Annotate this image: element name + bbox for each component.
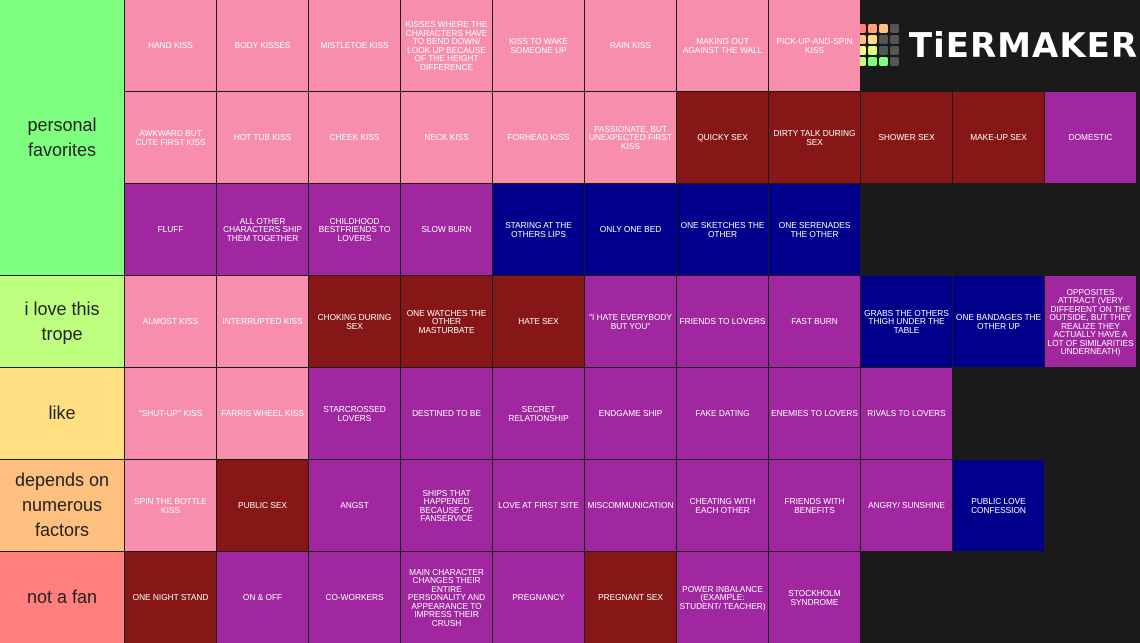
tier-item[interactable]: SHIPS THAT HAPPENED BECAUSE OF FANSERVIC… [401, 460, 492, 551]
tier-item[interactable]: DIRTY TALK DURING SEX [769, 92, 860, 183]
tier-item[interactable]: ONLY ONE BED [585, 184, 676, 275]
logo: TiERMAKER [855, 0, 1140, 91]
tier-item[interactable]: BODY KISSES [217, 0, 308, 91]
tier-item[interactable]: INTERRUPTED KISS [217, 276, 308, 367]
tier-item[interactable]: CHEATING WITH EACH OTHER [677, 460, 768, 551]
logo-icon [856, 23, 899, 66]
tier-item[interactable]: FAKE DATING [677, 368, 768, 459]
tier-item[interactable]: CHILDHOOD BESTFRIENDS TO LOVERS [309, 184, 400, 275]
tier-item[interactable]: ENEMIES TO LOVERS [769, 368, 860, 459]
tier-item[interactable]: ALL OTHER CHARACTERS SHIP THEM TOGETHER [217, 184, 308, 275]
tier-item[interactable]: SLOW BURN [401, 184, 492, 275]
tier-label: personal favorites [0, 0, 124, 275]
tier-item[interactable]: MAIN CHARACTER CHANGES THEIR ENTIRE PERS… [401, 552, 492, 643]
tier-item[interactable]: MISTLETOE KISS [309, 0, 400, 91]
tier-item[interactable]: KISS TO WAKE SOMEONE UP [493, 0, 584, 91]
tier-item[interactable]: RAIN KISS [585, 0, 676, 91]
tier-item[interactable]: ON & OFF [217, 552, 308, 643]
tier-item[interactable]: ONE BANDAGES THE OTHER UP [953, 276, 1044, 367]
tier-item[interactable]: MISCOMMUNICATION [585, 460, 676, 551]
tier-item[interactable]: FRIENDS TO LOVERS [677, 276, 768, 367]
tier-label: depends on numerous factors [0, 460, 124, 551]
tier-label: i love this trope [0, 276, 124, 367]
tier-item[interactable]: CHOKING DURING SEX [309, 276, 400, 367]
tier-item[interactable]: ANGST [309, 460, 400, 551]
tier-item[interactable]: PREGNANT SEX [585, 552, 676, 643]
tier-item[interactable]: MAKING OUT AGAINST THE WALL [677, 0, 768, 91]
tier-item[interactable]: HOT TUB KISS [217, 92, 308, 183]
tier-item[interactable]: PICK-UP-AND-SPIN KISS [769, 0, 860, 91]
tier-item[interactable]: CO-WORKERS [309, 552, 400, 643]
tier-item[interactable]: AWKWARD BUT CUTE FIRST KISS [125, 92, 216, 183]
tier-item[interactable]: KISSES WHERE THE CHARACTERS HAVE TO BEND… [401, 0, 492, 91]
tier-item[interactable]: PREGNANCY [493, 552, 584, 643]
tier-item[interactable]: "I HATE EVERYBODY BUT YOU" [585, 276, 676, 367]
tier-item[interactable]: QUICKY SEX [677, 92, 768, 183]
tier-item[interactable]: LOVE AT FIRST SITE [493, 460, 584, 551]
tier-item[interactable]: ONE SERENADES THE OTHER [769, 184, 860, 275]
tier-item[interactable]: ANGRY/ SUNSHINE [861, 460, 952, 551]
tier-item[interactable]: PASSIONATE, BUT UNEXPECTED FIRST KISS [585, 92, 676, 183]
logo-text: TiERMAKER [908, 25, 1139, 66]
tier-item[interactable]: ONE SKETCHES THE OTHER [677, 184, 768, 275]
tier-item[interactable]: STARCROSSED LOVERS [309, 368, 400, 459]
tier-item[interactable]: SECRET RELATIONSHIP [493, 368, 584, 459]
tier-item[interactable]: PUBLIC LOVE CONFESSION [953, 460, 1044, 551]
tier-item[interactable]: FARRIS WHEEL KISS [217, 368, 308, 459]
tier-item[interactable]: OPPOSITES ATTRACT (VERY DIFFERENT ON THE… [1045, 276, 1136, 367]
tier-item[interactable]: HATE SEX [493, 276, 584, 367]
tier-item[interactable]: STOCKHOLM SYNDROME [769, 552, 860, 643]
tier-item[interactable]: ONE NIGHT STAND [125, 552, 216, 643]
tier-item[interactable]: ALMOST KISS [125, 276, 216, 367]
tier-item[interactable]: PUBLIC SEX [217, 460, 308, 551]
tier-item[interactable]: "SHUT-UP" KISS [125, 368, 216, 459]
tier-item[interactable]: CHEEK KISS [309, 92, 400, 183]
tier-item[interactable]: FRIENDS WITH BENEFITS [769, 460, 860, 551]
tier-item[interactable]: SHOWER SEX [861, 92, 952, 183]
tier-item[interactable]: POWER INBALANCE (EXAMPLE: STUDENT/ TEACH… [677, 552, 768, 643]
tier-item[interactable]: NECK KISS [401, 92, 492, 183]
tier-label: like [0, 368, 124, 459]
tier-item[interactable]: FAST BURN [769, 276, 860, 367]
tier-item[interactable]: ONE WATCHES THE OTHER MASTURBATE [401, 276, 492, 367]
tier-item[interactable]: FLUFF [125, 184, 216, 275]
tier-item[interactable]: STARING AT THE OTHERS LIPS [493, 184, 584, 275]
tier-item[interactable]: DOMESTIC [1045, 92, 1136, 183]
tier-item[interactable]: FORHEAD KISS [493, 92, 584, 183]
tier-label: not a fan [0, 552, 124, 643]
tier-item[interactable]: GRABS THE OTHERS THIGH UNDER THE TABLE [861, 276, 952, 367]
tier-item[interactable]: SPIN THE BOTTLE KISS [125, 460, 216, 551]
tier-item[interactable]: DESTINED TO BE [401, 368, 492, 459]
tier-item[interactable]: HAND KISS [125, 0, 216, 91]
tier-item[interactable]: RIVALS TO LOVERS [861, 368, 952, 459]
tier-item[interactable]: ENDGAME SHIP [585, 368, 676, 459]
tier-item[interactable]: MAKE-UP SEX [953, 92, 1044, 183]
